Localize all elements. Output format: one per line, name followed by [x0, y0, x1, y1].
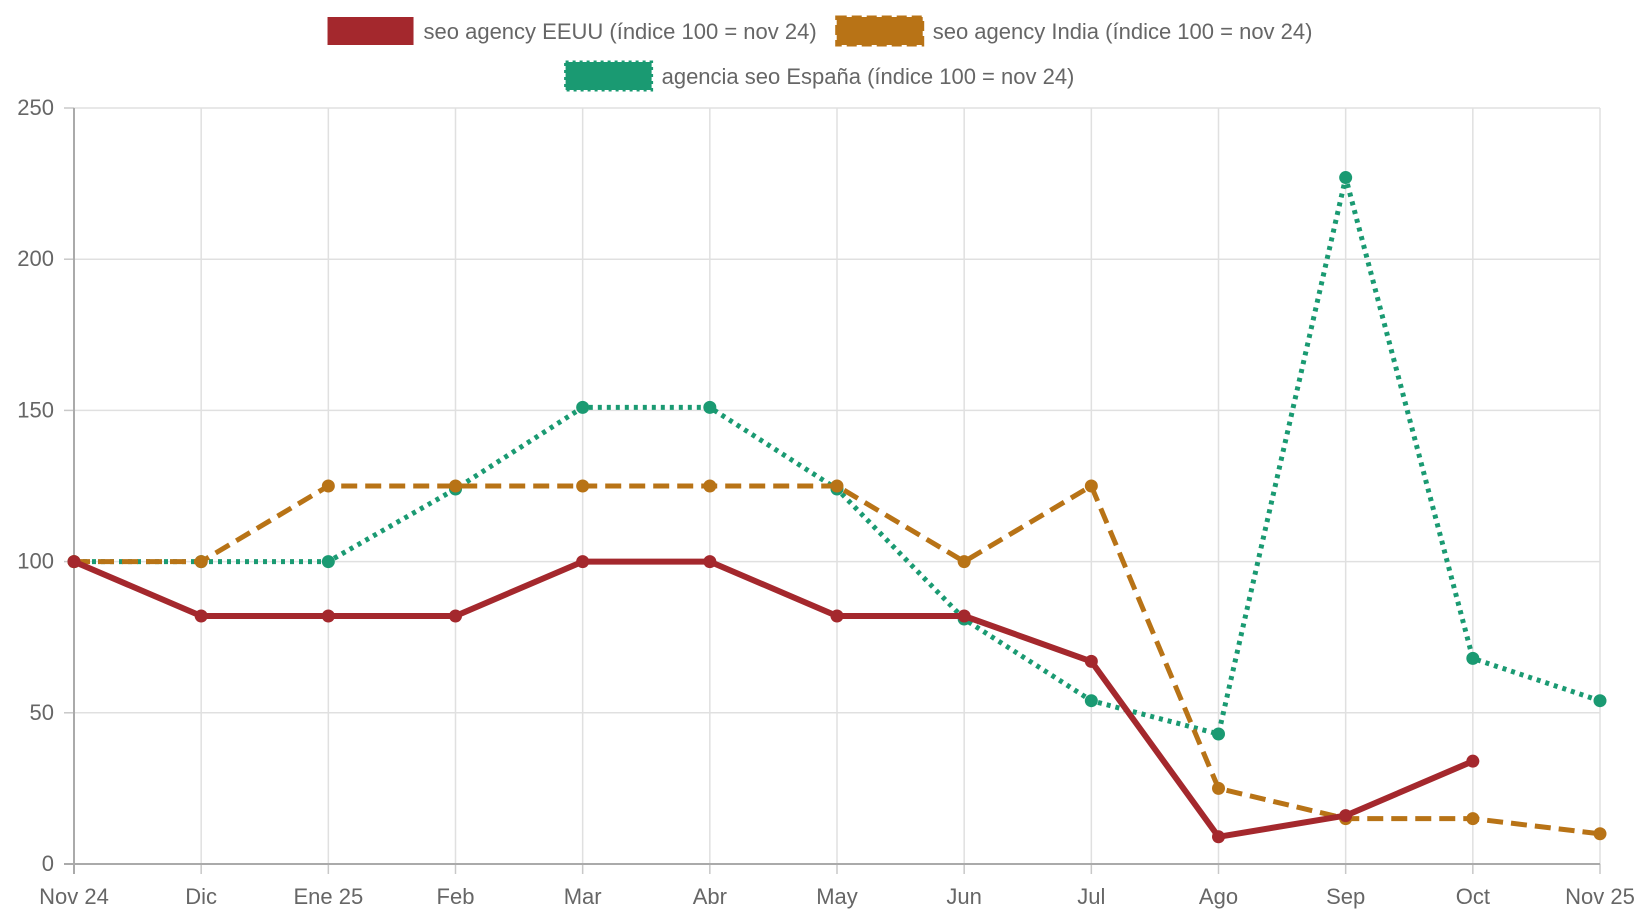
data-point [1084, 694, 1098, 708]
x-tick-label: Ene 25 [293, 884, 363, 909]
data-point [703, 400, 717, 414]
data-point [1466, 651, 1480, 665]
data-point [957, 609, 971, 623]
data-point [321, 479, 335, 493]
data-point [830, 479, 844, 493]
y-tick-label: 250 [17, 95, 54, 120]
x-tick-label: Sep [1326, 884, 1365, 909]
data-point [1212, 781, 1225, 795]
data-point [321, 555, 335, 569]
data-point [576, 400, 590, 414]
legend-item-0: seo agency EEUU (índice 100 = nov 24) [327, 17, 817, 45]
data-point [1593, 827, 1607, 841]
y-tick-label: 0 [42, 851, 54, 876]
legend-swatch [327, 17, 414, 45]
data-point [1212, 727, 1225, 741]
legend-label: seo agency EEUU (índice 100 = nov 24) [424, 19, 817, 44]
y-tick-label: 100 [17, 549, 54, 574]
axes: 0 50 100 150 200 250 Nov 24 Dic Ene 25 Feb Mar Abr M… [17, 95, 1635, 909]
series-line [72, 558, 1474, 840]
data-point [576, 479, 590, 493]
y-tick-label: 50 [30, 700, 54, 725]
data-point [449, 479, 462, 493]
x-tick-label: Nov 24 [39, 884, 109, 909]
legend-item-2: agencia seo España (índice 100 = nov 24) [564, 60, 1075, 92]
x-tick-label: Feb [437, 884, 475, 909]
data-point [1339, 809, 1353, 823]
x-tick-label: Ago [1199, 884, 1238, 909]
x-tick-label: Dic [185, 884, 217, 909]
data-point [703, 479, 717, 493]
data-point [957, 555, 971, 569]
data-point [1084, 479, 1098, 493]
data-point [1084, 654, 1098, 668]
legend: seo agency EEUU (índice 100 = nov 24) seo… [327, 15, 1313, 92]
y-tick-label: 150 [17, 397, 54, 422]
data-point [1339, 171, 1353, 185]
series-group [67, 171, 1607, 844]
data-point [1466, 812, 1480, 826]
data-point [321, 609, 335, 623]
data-point [1212, 830, 1225, 844]
data-point [1593, 694, 1607, 708]
data-point [576, 555, 590, 569]
x-tick-label: Jul [1077, 884, 1105, 909]
data-point [830, 609, 844, 623]
series-0 [67, 555, 1480, 844]
legend-label: seo agency India (índice 100 = nov 24) [933, 19, 1313, 44]
x-tick-label: Jun [946, 884, 981, 909]
x-tick-label: Mar [564, 884, 602, 909]
x-tick-label: Abr [693, 884, 727, 909]
data-point [703, 555, 717, 569]
data-point [1466, 754, 1480, 768]
x-tick-label: Nov 25 [1565, 884, 1635, 909]
legend-swatch [564, 60, 654, 92]
legend-label: agencia seo España (índice 100 = nov 24) [662, 64, 1075, 89]
x-tick-label: May [816, 884, 858, 909]
data-point [194, 609, 208, 623]
y-tick-label: 200 [17, 246, 54, 271]
x-tick-label: Oct [1456, 884, 1490, 909]
data-point [67, 555, 81, 569]
legend-item-1: seo agency India (índice 100 = nov 24) [835, 15, 1313, 47]
legend-swatch [835, 15, 925, 47]
data-point [449, 609, 462, 623]
data-point [194, 555, 208, 569]
